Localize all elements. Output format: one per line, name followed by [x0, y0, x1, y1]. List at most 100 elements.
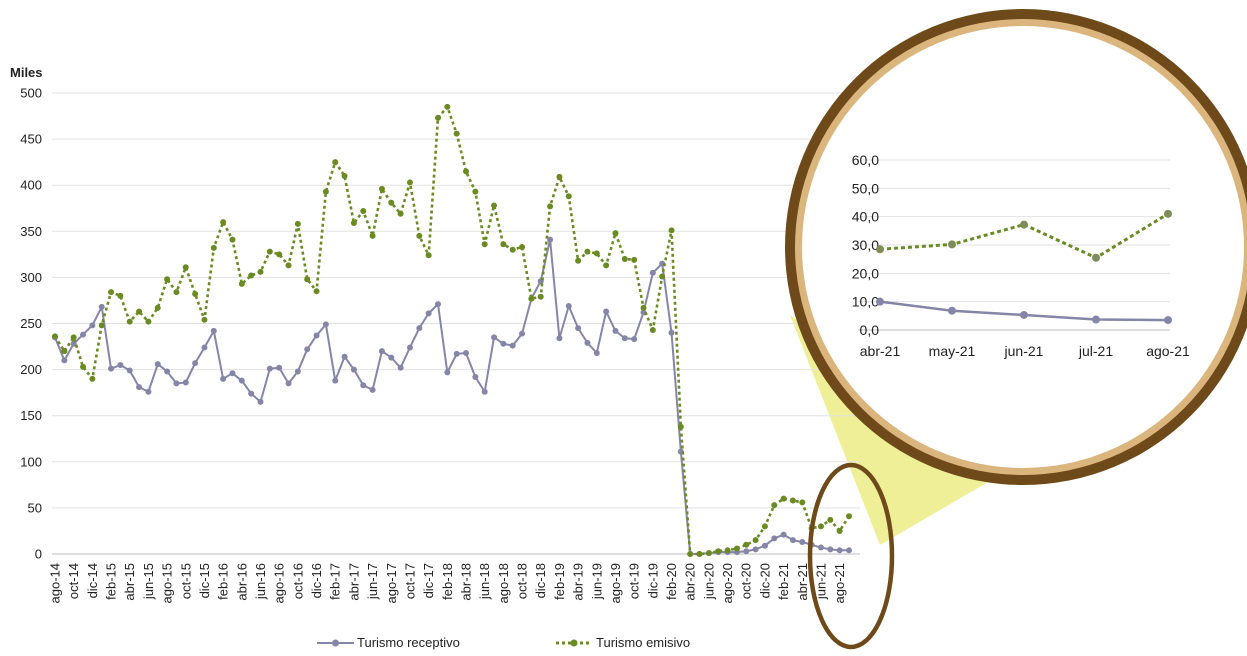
main-point-receptivo	[846, 547, 852, 554]
main-point-receptivo	[322, 321, 329, 328]
main-point-emisivo	[640, 304, 647, 311]
main-x-tick: abr-21	[795, 563, 810, 601]
main-x-tick: oct-19	[627, 563, 642, 599]
main-point-receptivo	[481, 388, 488, 395]
main-point-receptivo	[789, 537, 796, 544]
main-point-emisivo	[350, 220, 357, 227]
main-point-emisivo	[182, 264, 189, 271]
main-point-emisivo	[136, 308, 143, 315]
main-point-emisivo	[173, 289, 180, 296]
main-point-receptivo	[453, 350, 460, 357]
main-point-receptivo	[378, 348, 385, 355]
main-point-emisivo	[117, 292, 124, 299]
main-point-emisivo	[603, 262, 610, 269]
main-x-tick: abr-19	[571, 563, 586, 601]
main-point-receptivo	[285, 380, 292, 387]
main-point-emisivo	[528, 295, 535, 302]
zoom-point-emisivo	[1020, 220, 1028, 229]
main-x-tick: dic-14	[85, 563, 100, 598]
main-point-receptivo	[145, 388, 152, 395]
main-point-receptivo	[668, 329, 675, 336]
main-x-tick: oct-20	[739, 563, 754, 599]
main-point-emisivo	[388, 199, 395, 206]
main-point-receptivo	[304, 346, 311, 353]
zoom-gridlines	[858, 159, 1170, 331]
zoom-point-emisivo	[948, 240, 956, 249]
main-x-tick: dic-19	[645, 563, 660, 598]
zoom-x-tick: ago-21	[1146, 343, 1190, 359]
main-x-tick: feb-17	[328, 563, 343, 600]
main-point-receptivo	[89, 322, 96, 329]
main-x-tick: abr-18	[459, 563, 474, 601]
main-x-tick: feb-21	[776, 563, 791, 600]
main-point-emisivo	[229, 236, 236, 243]
main-point-receptivo	[827, 546, 834, 553]
main-x-tick: abr-16	[234, 563, 249, 601]
main-point-receptivo	[360, 382, 367, 389]
zoom-series-line-emisivo	[879, 212, 1169, 260]
main-point-emisivo	[752, 537, 759, 544]
main-x-tick: jun-18	[477, 563, 492, 600]
main-point-receptivo	[799, 539, 806, 546]
main-point-emisivo	[724, 547, 731, 554]
main-point-emisivo	[425, 252, 432, 259]
main-point-receptivo	[817, 544, 824, 551]
main-y-tick: 400	[20, 178, 42, 193]
main-point-emisivo	[360, 208, 367, 215]
main-point-emisivo	[846, 513, 852, 520]
main-point-receptivo	[192, 360, 199, 367]
main-point-emisivo	[780, 495, 787, 502]
main-y-tick: 250	[20, 316, 42, 331]
main-y-tick: 50	[28, 500, 42, 515]
main-point-receptivo	[836, 547, 843, 554]
main-x-tick: dic-17	[421, 563, 436, 598]
main-x-tick: oct-18	[515, 563, 530, 599]
main-point-emisivo	[220, 219, 227, 226]
main-point-emisivo	[565, 193, 572, 200]
main-x-tick: oct-17	[402, 563, 417, 599]
legend-item-emisivo: Turismo emisivo	[556, 635, 690, 650]
main-point-emisivo	[108, 289, 115, 296]
main-point-emisivo	[322, 188, 329, 195]
main-point-emisivo	[519, 243, 526, 250]
main-point-emisivo	[509, 246, 516, 253]
zoom-x-tick: abr-21	[860, 343, 901, 359]
main-point-emisivo	[621, 255, 628, 262]
main-point-emisivo	[154, 304, 161, 311]
main-point-receptivo	[519, 330, 526, 337]
main-point-emisivo	[743, 541, 750, 548]
main-point-emisivo	[687, 551, 694, 557]
legend-marker-emisivo	[570, 639, 578, 647]
main-point-receptivo	[332, 377, 339, 384]
main-point-emisivo	[126, 318, 133, 325]
main-y-tick: 100	[20, 454, 42, 469]
main-x-tick: oct-15	[178, 563, 193, 599]
main-point-receptivo	[444, 369, 451, 376]
main-point-receptivo	[126, 367, 133, 374]
main-point-receptivo	[173, 380, 180, 387]
main-point-emisivo	[285, 262, 292, 269]
main-point-emisivo	[696, 551, 703, 557]
main-x-tick: abr-15	[122, 563, 137, 601]
main-point-emisivo	[771, 502, 778, 509]
main-point-receptivo	[220, 375, 227, 382]
main-point-emisivo	[61, 348, 68, 355]
main-point-receptivo	[500, 340, 507, 347]
main-point-emisivo	[444, 103, 451, 110]
legend: Turismo receptivo Turismo emisivo	[317, 635, 690, 650]
zoom-x-tick: may-21	[929, 343, 976, 359]
main-point-emisivo	[705, 550, 712, 557]
main-point-receptivo	[547, 236, 554, 243]
legend-marker-receptivo	[332, 639, 339, 647]
zoom-y-tick: 20,0	[852, 265, 879, 281]
main-x-tick: ago-19	[608, 563, 623, 603]
main-point-receptivo	[266, 365, 273, 372]
main-point-emisivo	[434, 114, 441, 121]
main-point-receptivo	[771, 535, 778, 542]
zoom-x-tick-labels: abr-21 may-21 jun-21 jul-21 ago-21	[860, 343, 1190, 359]
main-point-emisivo	[70, 334, 77, 341]
main-point-receptivo	[406, 344, 413, 351]
main-point-receptivo	[743, 548, 750, 555]
main-point-emisivo	[145, 318, 152, 325]
